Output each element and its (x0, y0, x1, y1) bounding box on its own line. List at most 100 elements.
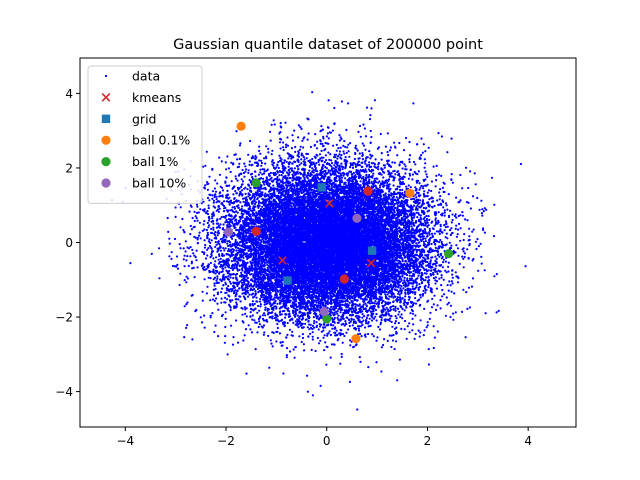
data-point (404, 136, 408, 140)
data-point (359, 332, 362, 335)
data-point (426, 183, 429, 186)
data-point (472, 228, 475, 231)
data-point (427, 286, 430, 289)
data-point (178, 283, 181, 287)
data-point (238, 144, 242, 147)
data-point (363, 315, 366, 318)
data-point (467, 256, 470, 260)
data-point (215, 201, 218, 204)
data-point (467, 186, 470, 190)
data-point (446, 284, 449, 287)
data-point (467, 286, 471, 289)
data-point (400, 217, 403, 220)
data-point (474, 240, 478, 243)
data-point (269, 139, 272, 142)
data-point (204, 257, 208, 260)
data-point (386, 339, 389, 342)
data-point (236, 179, 239, 182)
data-point (394, 322, 397, 325)
data-point (243, 162, 246, 165)
data-point (442, 181, 445, 184)
data-point (241, 281, 244, 284)
data-point (310, 348, 313, 351)
data-point (311, 331, 314, 334)
data-point (284, 290, 288, 293)
data-point (170, 251, 173, 254)
data-point (224, 247, 227, 250)
data-point (240, 271, 243, 274)
data-point (263, 170, 266, 173)
data-point (377, 325, 380, 328)
data-point (219, 217, 222, 220)
data-point (400, 313, 403, 316)
data-point (411, 285, 414, 288)
data-point (403, 319, 407, 323)
data-point (388, 257, 391, 260)
data-point (227, 285, 230, 288)
data-point (170, 257, 173, 260)
data-point (298, 163, 301, 166)
data-point (456, 247, 460, 250)
data-point (217, 210, 220, 213)
data-point (226, 353, 229, 356)
data-point (386, 181, 389, 184)
data-point (377, 181, 380, 184)
data-point (380, 158, 383, 161)
data-point (306, 390, 309, 393)
data-point (392, 333, 395, 337)
data-point (444, 260, 447, 263)
data-point (229, 209, 232, 212)
data-point (205, 150, 208, 153)
data-point (351, 324, 354, 327)
data-point (215, 243, 218, 246)
data-point (168, 255, 171, 258)
data-point (364, 135, 368, 138)
data-point (397, 321, 400, 325)
chart-title: Gaussian quantile dataset of 200000 poin… (173, 37, 483, 53)
data-point (266, 263, 269, 266)
data-point (259, 297, 262, 301)
data-point (311, 335, 314, 338)
data-point (377, 168, 380, 171)
data-point (318, 153, 322, 156)
data-point (229, 282, 232, 285)
data-point (311, 338, 314, 341)
data-point (400, 219, 403, 222)
data-point (428, 317, 431, 320)
data-point (450, 137, 453, 140)
data-point (214, 272, 217, 275)
data-point (324, 141, 327, 145)
data-point (435, 264, 438, 267)
data-point (461, 255, 464, 258)
data-point (245, 168, 248, 171)
data-point (412, 323, 415, 326)
data-point (423, 329, 426, 332)
data-point (362, 123, 365, 126)
data-point (244, 312, 247, 315)
data-point (365, 174, 368, 177)
data-point (422, 289, 425, 292)
data-point (206, 181, 209, 184)
data-point (340, 100, 343, 103)
data-point (403, 298, 406, 301)
data-point (446, 303, 449, 306)
data-point (413, 293, 417, 296)
data-point (203, 239, 206, 242)
data-point (212, 226, 215, 229)
data-point (263, 331, 266, 334)
data-point (241, 183, 244, 186)
data-point (218, 173, 221, 176)
data-point (404, 165, 407, 168)
data-point (319, 339, 322, 342)
data-point (219, 257, 222, 260)
data-point (399, 315, 402, 318)
data-point (414, 163, 417, 166)
data-point (202, 223, 205, 226)
data-point (408, 158, 411, 161)
data-point (457, 254, 460, 257)
data-series (110, 91, 527, 411)
data-point (454, 271, 457, 274)
data-point (184, 250, 187, 253)
data-point (204, 184, 207, 187)
data-point (224, 311, 227, 314)
